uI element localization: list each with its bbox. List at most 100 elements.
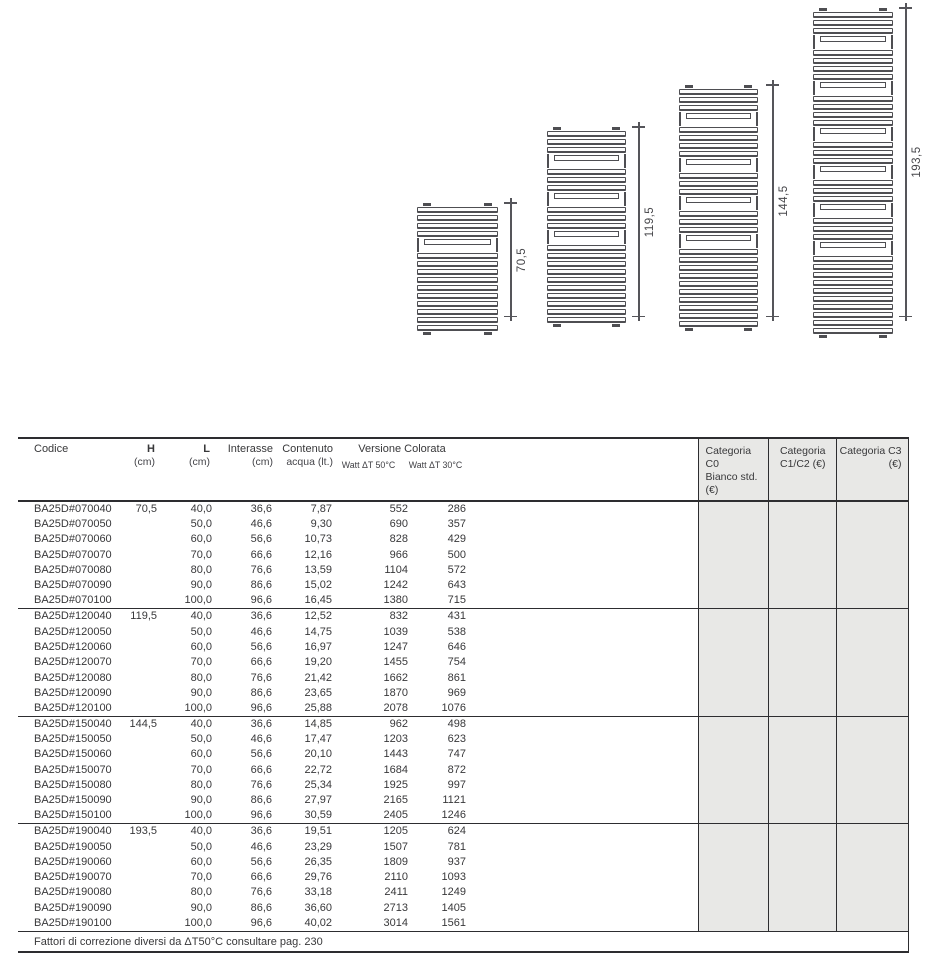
radiator-bottom-caps xyxy=(547,324,626,327)
cell-categoria-c0 xyxy=(697,808,768,824)
cell-categoria-c3 xyxy=(835,715,909,732)
cell-h xyxy=(120,655,160,670)
table-row: BA25D#190070 70,0 66,6 29,76 2110 1093 xyxy=(18,870,909,886)
radiator-tube xyxy=(679,105,758,111)
cap xyxy=(423,332,431,335)
cell-categoria-c3 xyxy=(835,624,909,640)
radiator-tube xyxy=(547,269,626,275)
cell-categoria-c1c2 xyxy=(767,655,836,671)
cell-watt-dt50: 1205 xyxy=(335,823,411,840)
radiator-tube xyxy=(679,313,758,319)
cell-spacer xyxy=(469,686,698,701)
table-row: BA25D#190080 80,0 76,6 33,18 2411 1249 xyxy=(18,885,909,901)
radiator-bottom-caps xyxy=(679,328,758,331)
table-row: BA25D#070100 100,0 96,6 16,45 1380 715 xyxy=(18,593,909,609)
radiator-tube xyxy=(547,285,626,291)
cell-spacer xyxy=(469,501,698,517)
opening-bar xyxy=(820,36,886,42)
cell-spacer xyxy=(469,670,698,685)
radiator-tube xyxy=(813,256,893,262)
cell-categoria-c0 xyxy=(697,731,768,748)
cell-interasse: 46,6 xyxy=(250,733,272,746)
cap xyxy=(685,85,693,88)
dimension-tick-top xyxy=(504,202,517,204)
cell-spacer xyxy=(469,608,698,625)
header-contenuto: Contenuto acqua (lt.) xyxy=(275,438,335,501)
header-cat12-line1: Categoria xyxy=(779,445,826,457)
cell-l: 60,0 xyxy=(190,533,212,546)
cell-l: 80,0 xyxy=(190,886,212,899)
table-row: BA25D#150040 144,5 40,0 36,6 14,85 962 498 xyxy=(18,715,909,732)
radiator-tube xyxy=(813,66,893,72)
dimension-label: 144,5 xyxy=(778,184,790,217)
cell-categoria-c3 xyxy=(835,685,909,701)
header-l-unit: (cm) xyxy=(189,456,210,468)
radiator-tube xyxy=(813,120,893,126)
table-header-row: Codice H (cm) L (cm) Interasse (cm) Cont… xyxy=(18,438,909,501)
radiator-tube xyxy=(679,321,758,327)
cell-watt-dt50: 1455 xyxy=(383,656,408,669)
cell-l: 80,0 xyxy=(190,564,212,577)
cell-h xyxy=(120,732,160,747)
cell-interasse: 66,6 xyxy=(250,763,272,776)
radiator-top-caps xyxy=(679,85,758,88)
cell-h xyxy=(120,517,160,532)
radiator-tube xyxy=(679,297,758,303)
cell-interasse: 66,6 xyxy=(250,871,272,884)
cell-contenuto: 15,02 xyxy=(304,579,332,592)
opening-bar xyxy=(686,159,751,165)
cell-l: 60,0 xyxy=(190,640,212,653)
radiator-tube xyxy=(547,215,626,221)
radiator-tube xyxy=(813,296,893,302)
header-interasse-title: Interasse xyxy=(227,443,273,455)
radiator-tube xyxy=(679,181,758,187)
cell-categoria-c3 xyxy=(835,670,909,686)
dimension-line xyxy=(905,3,907,321)
cell-watt-dt50: 1039 xyxy=(383,625,408,638)
cell-h xyxy=(120,670,160,685)
towel-opening xyxy=(547,154,626,168)
cap xyxy=(744,85,752,88)
cell-watt-dt50: 1507 xyxy=(383,840,408,853)
cell-watt-dt50: 2411 xyxy=(384,886,408,899)
cell-watt-dt30: 861 xyxy=(447,671,466,684)
cell-contenuto: 40,02 xyxy=(304,916,332,929)
cell-categoria-c0 xyxy=(697,624,768,640)
cell-l: 50,0 xyxy=(190,625,212,638)
radiator-tube xyxy=(547,207,626,213)
cell-contenuto: 17,47 xyxy=(304,733,332,746)
cell-categoria-c0 xyxy=(697,517,768,533)
cell-contenuto: 20,10 xyxy=(304,748,332,761)
radiator-h70 xyxy=(417,203,498,335)
radiator-tube xyxy=(679,249,758,255)
cell-categoria-c0 xyxy=(697,854,768,871)
cell-categoria-c3 xyxy=(835,870,909,886)
cell-watt-dt50: 2078 xyxy=(383,701,408,714)
cell-h xyxy=(120,916,160,932)
cell-contenuto: 21,42 xyxy=(304,671,332,684)
header-interasse: Interasse (cm) xyxy=(215,438,275,501)
cell-l: 40,0 xyxy=(190,503,212,515)
header-watt-dt30: Watt ΔT 30°C xyxy=(408,460,463,470)
radiator-tube xyxy=(813,104,893,110)
cell-categoria-c3 xyxy=(835,762,909,778)
radiator-tube xyxy=(813,74,893,80)
cap xyxy=(423,203,431,206)
cell-watt-dt50: 1809 xyxy=(383,855,408,868)
cell-spacer xyxy=(469,793,698,808)
cell-interasse: 46,6 xyxy=(250,518,272,531)
cell-l: 70,0 xyxy=(190,656,212,669)
cell-contenuto: 29,76 xyxy=(304,871,332,884)
radiator-tube xyxy=(417,309,498,315)
cell-watt-dt30: 498 xyxy=(411,715,469,732)
header-cat0-line2: Bianco std. (€) xyxy=(705,471,758,496)
cell-interasse: 76,6 xyxy=(250,671,272,684)
radiator-tube xyxy=(813,112,893,118)
radiator-tube xyxy=(679,219,758,225)
towel-opening xyxy=(679,234,758,248)
cell-categoria-c1c2 xyxy=(767,639,836,656)
cell-l: 100,0 xyxy=(184,701,212,714)
cell-categoria-c3 xyxy=(835,823,909,840)
table-row: BA25D#120050 50,0 46,6 14,75 1039 538 xyxy=(18,624,909,640)
cell-spacer xyxy=(469,548,698,563)
